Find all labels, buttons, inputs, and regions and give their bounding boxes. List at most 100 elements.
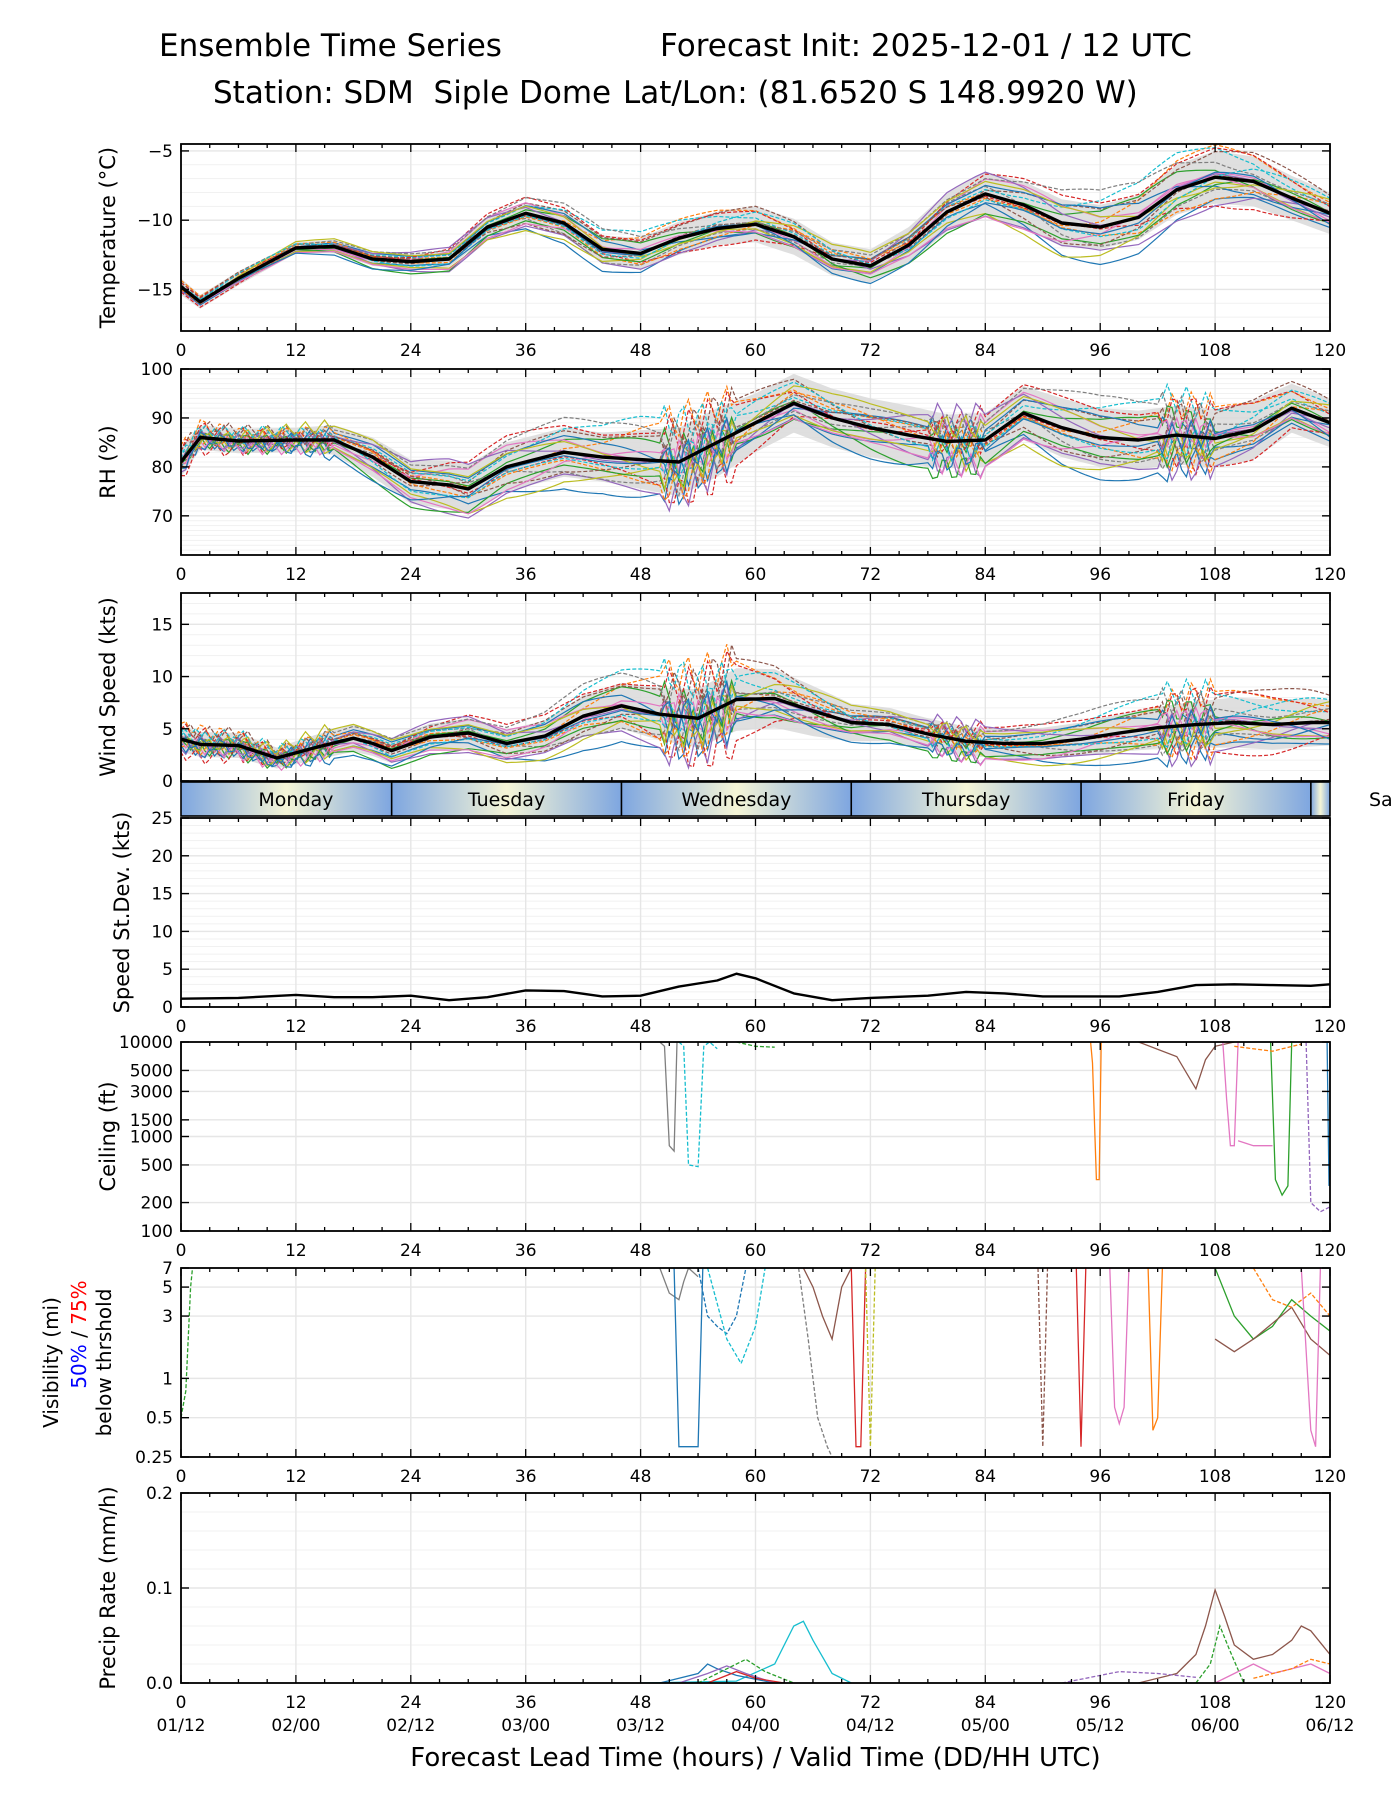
member-trace (1252, 1268, 1330, 1317)
y-tick-label: 3000 (130, 1082, 173, 1102)
day-band-frame (180, 781, 1331, 817)
day-segment (1310, 782, 1330, 816)
x-tick-label: 72 (860, 1693, 882, 1713)
x-tick-label: 36 (515, 1693, 537, 1713)
y-tick-label: 1 (162, 1369, 173, 1389)
y-tick-label: 0 (162, 998, 173, 1018)
x-tick-label: 0 (176, 341, 187, 361)
x-tick-label: 0 (176, 1693, 187, 1713)
x-tick-label: 24 (400, 1693, 422, 1713)
member-line (181, 668, 1330, 757)
day-band: Monday Tuesday Wednesday Thursday Friday Sa (180, 781, 1393, 817)
y-axis-label-tail: below thrshold (92, 1289, 116, 1437)
x-tick-label: 108 (1199, 1693, 1231, 1713)
x-tick-label: 72 (860, 341, 882, 361)
y-tick-label: 5 (162, 1278, 173, 1298)
y-axis-label: Speed St.Dev. (kts) (110, 812, 134, 1014)
x-tick-label: 24 (400, 1017, 422, 1037)
x-date-label: 04/00 (731, 1716, 780, 1736)
member-trace (1234, 1043, 1302, 1052)
x-tick-label: 96 (1089, 1693, 1111, 1713)
x-tick-label: 36 (515, 1467, 537, 1487)
x-tick-label: 24 (400, 1467, 422, 1487)
member-line (181, 679, 1330, 760)
x-tick-label: 24 (400, 341, 422, 361)
x-tick-label: 84 (974, 341, 996, 361)
x-tick-label: 72 (860, 565, 882, 585)
station-name: Station: SDM Siple Dome (213, 75, 612, 111)
member-trace (659, 1268, 699, 1301)
x-tick-label: 96 (1089, 1467, 1111, 1487)
x-tick-label: 72 (860, 1467, 882, 1487)
x-tick-label: 48 (630, 1467, 652, 1487)
y-axis-label: Wind Speed (kts) (96, 597, 120, 777)
x-tick-label: 96 (1089, 1017, 1111, 1037)
panel-temperature: −15 −10 −5 0 12 24 36 48 60 72 84 96 108 120 Temperatu… (96, 142, 1346, 361)
x-tick-label: 96 (1089, 565, 1111, 585)
panel-visibility: 0.25 0.5 1 3 57 0 12 24 36 48 60 72 84 96 108 120 Visibi… (39, 1259, 1346, 1487)
member-trace (1138, 1587, 1330, 1683)
x-tick-label: 12 (285, 1017, 307, 1037)
x-tick-label: 12 (285, 1467, 307, 1487)
x-tick-label: 12 (285, 1241, 307, 1261)
y-tick-label: 3 (162, 1307, 173, 1327)
x-axis-label: Forecast Lead Time (hours) / Valid Time … (410, 1743, 1100, 1773)
member-trace (697, 1268, 747, 1335)
y-tick-label: 90 (151, 409, 173, 429)
x-tick-label: 60 (745, 565, 767, 585)
day-segment (851, 782, 1082, 816)
member-trace (1214, 1306, 1330, 1356)
x-tick-label: 0 (176, 1241, 187, 1261)
x-tick-label: 60 (745, 1241, 767, 1261)
member-trace (659, 1042, 678, 1153)
ensemble-mean-line (181, 175, 1330, 304)
member-trace (1138, 1042, 1235, 1091)
x-date-label: 05/00 (961, 1716, 1010, 1736)
plot-area (659, 1042, 1330, 1213)
x-date-label: 01/12 (157, 1716, 206, 1736)
plot-area (181, 644, 1330, 772)
day-label: Sa (1369, 789, 1393, 811)
x-date-label: 05/12 (1076, 1716, 1125, 1736)
x-tick-label: 12 (285, 1693, 307, 1713)
plot-area (181, 373, 1330, 519)
member-trace (1195, 1623, 1245, 1683)
member-trace (659, 1663, 775, 1683)
member-line (181, 414, 1330, 515)
x-tick-label: 60 (745, 1693, 767, 1713)
x-date-label: 02/00 (271, 1716, 320, 1736)
chart-title: Ensemble Time Series (159, 28, 502, 64)
y-tick-label: 5 (162, 960, 173, 980)
y-tick-label: 0.1 (146, 1579, 173, 1599)
x-tick-label: 84 (974, 1241, 996, 1261)
x-tick-label: 120 (1314, 1693, 1346, 1713)
x-tick-label: 84 (974, 1693, 996, 1713)
x-tick-label: 48 (630, 341, 652, 361)
x-tick-label: 84 (974, 565, 996, 585)
x-tick-label: 36 (515, 565, 537, 585)
y-tick-label: 0.0 (146, 1674, 173, 1694)
member-trace (797, 1268, 833, 1457)
x-tick-label: 0 (176, 1017, 187, 1037)
x-tick-label: 24 (400, 1241, 422, 1261)
member-trace (697, 1658, 795, 1683)
member-trace (1300, 1268, 1322, 1447)
threshold-sep: / (67, 1325, 91, 1344)
y-tick-label: 80 (151, 458, 173, 478)
y-tick-label: −5 (148, 142, 173, 162)
y-tick-label: 10 (151, 922, 173, 942)
day-label: Tuesday (467, 789, 545, 811)
y-tick-label: 0.2 (146, 1484, 173, 1504)
member-line (181, 168, 1330, 301)
x-tick-label: 72 (860, 1017, 882, 1037)
plot-area (181, 1268, 1330, 1457)
y-axis-label: Visibility (mi) (39, 1297, 63, 1428)
member-trace (1222, 1042, 1239, 1147)
member-trace (1147, 1268, 1164, 1431)
threshold-75: 75% (67, 1280, 91, 1324)
member-trace (707, 1670, 785, 1683)
y-axis-label: RH (%) (96, 425, 120, 498)
x-date-label: 03/12 (616, 1716, 665, 1736)
member-trace (1253, 1658, 1330, 1679)
